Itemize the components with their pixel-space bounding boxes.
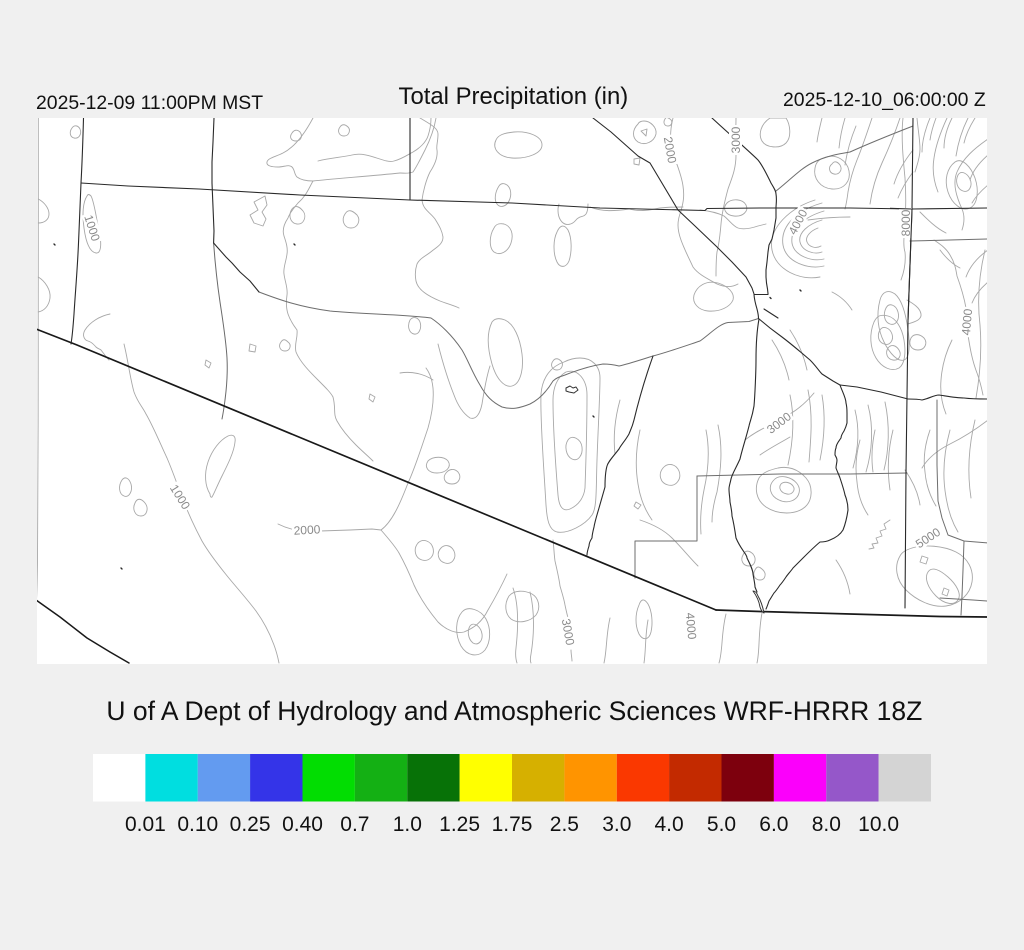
- svg-text:2000: 2000: [293, 522, 321, 537]
- svg-text:3000: 3000: [559, 618, 577, 647]
- svg-text:6.0: 6.0: [759, 813, 788, 836]
- svg-text:8000: 8000: [899, 209, 913, 236]
- svg-text:5.0: 5.0: [707, 813, 736, 836]
- svg-text:0.40: 0.40: [282, 813, 323, 836]
- svg-text:2000: 2000: [661, 136, 679, 165]
- svg-text:1.25: 1.25: [439, 813, 480, 836]
- svg-text:4000: 4000: [959, 308, 975, 336]
- svg-text:4000: 4000: [683, 612, 699, 640]
- svg-text:10.0: 10.0: [858, 813, 899, 836]
- svg-text:0.10: 0.10: [177, 813, 218, 836]
- svg-text:1.0: 1.0: [393, 813, 422, 836]
- svg-text:2.5: 2.5: [550, 813, 579, 836]
- svg-text:3000: 3000: [729, 126, 743, 153]
- svg-text:8.0: 8.0: [812, 813, 841, 836]
- svg-text:4.0: 4.0: [654, 813, 683, 836]
- svg-text:0.7: 0.7: [340, 813, 369, 836]
- svg-text:0.25: 0.25: [230, 813, 271, 836]
- svg-text:0.01: 0.01: [125, 813, 166, 836]
- svg-text:3.0: 3.0: [602, 813, 631, 836]
- svg-text:1.75: 1.75: [492, 813, 533, 836]
